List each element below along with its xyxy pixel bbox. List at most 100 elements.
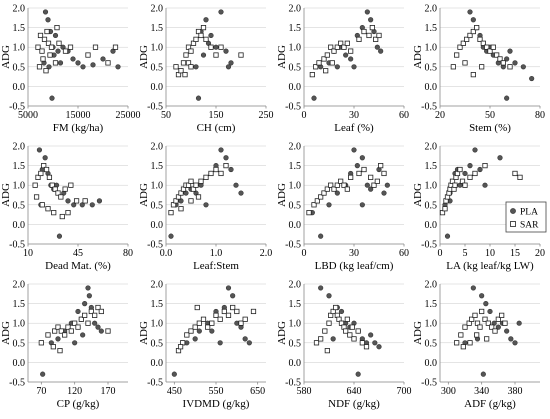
pla-point <box>507 48 513 54</box>
y-tick-label: 1.5 <box>13 161 26 172</box>
x-tick-label: 5 <box>463 248 468 259</box>
sar-point <box>37 32 44 39</box>
sar-point <box>35 44 41 50</box>
sar-point <box>450 64 456 70</box>
sar-point <box>73 198 80 204</box>
pla-point <box>100 56 106 62</box>
x-tick-label: 60 <box>399 248 409 259</box>
sar-point <box>512 170 518 177</box>
pla-point <box>82 301 88 307</box>
pla-point <box>326 293 332 299</box>
y-tick-label: 1.5 <box>425 161 438 172</box>
sar-point <box>238 52 244 58</box>
sar-point <box>47 52 53 58</box>
pla-point <box>42 155 48 161</box>
sar-point <box>356 170 362 177</box>
sar-point <box>467 32 473 39</box>
pla-point <box>80 332 86 338</box>
pla-point <box>233 182 239 188</box>
sar-point <box>477 36 483 42</box>
y-tick-label: 0.5 <box>425 338 438 349</box>
y-tick-label: 0.5 <box>289 338 302 349</box>
sar-point <box>54 24 60 31</box>
sar-point <box>454 340 460 346</box>
sar-point <box>43 68 49 74</box>
pla-point <box>364 9 370 15</box>
sar-point <box>316 60 322 66</box>
sar-point <box>200 24 207 31</box>
x-axis-title: CH (cm) <box>197 122 236 134</box>
sar-point <box>331 48 337 54</box>
pla-point <box>330 336 336 342</box>
sar-point <box>58 194 64 200</box>
panel-4: -0.5 0.0 0.5 1.0 1.5 2.0 20 50 80 Stem (%) ADG <box>412 4 545 135</box>
sar-point <box>344 40 350 46</box>
y-tick-label: 0.5 <box>151 200 164 211</box>
sar-point <box>326 320 332 326</box>
y-tick-label: 0.5 <box>289 62 302 73</box>
sar-point <box>442 206 448 212</box>
pla-point <box>223 48 229 54</box>
sar-point <box>209 320 215 326</box>
sar-point <box>188 178 194 184</box>
pla-point <box>512 340 518 346</box>
x-tick-label: 10 <box>23 248 33 259</box>
legend-pla-marker <box>510 208 516 214</box>
sar-point <box>208 44 214 50</box>
y-tick-label: 0.0 <box>289 82 302 93</box>
sar-point <box>65 324 71 330</box>
y-tick-label: 0.5 <box>151 338 164 349</box>
sar-point <box>343 328 349 334</box>
sar-point <box>67 44 74 50</box>
pla-point <box>497 155 503 161</box>
sar-point <box>40 56 46 62</box>
x-tick-label: 60 <box>399 110 409 121</box>
pla-point <box>46 64 52 70</box>
pla-point <box>348 56 354 62</box>
pla-point <box>504 56 510 62</box>
sar-point <box>194 304 200 311</box>
x-tick-label: 80 <box>123 248 133 259</box>
y-tick-label: 1.0 <box>13 43 26 54</box>
pla-point <box>228 166 234 173</box>
x-axis-title: ADF (g/kg) <box>464 398 516 410</box>
sar-point <box>480 40 486 46</box>
pla-point <box>355 371 361 377</box>
x-tick-label: 2.0 <box>260 248 273 259</box>
y-tick-label: 0.0 <box>425 82 438 93</box>
pla-point <box>115 64 121 70</box>
sar-point <box>62 332 68 338</box>
sar-point <box>462 60 468 66</box>
sar-point <box>223 162 229 169</box>
y-tick-label: 0.0 <box>289 358 302 369</box>
pla-point <box>228 60 234 66</box>
y-tick-label: -0.5 <box>285 378 301 389</box>
pla-point <box>209 328 215 334</box>
y-tick-label: 1.0 <box>425 319 438 330</box>
pla-point <box>55 336 61 342</box>
sar-point <box>322 328 328 334</box>
sar-point <box>334 44 340 50</box>
y-tick-label: 1.0 <box>289 181 302 192</box>
x-axis-title: FM (kg/ha) <box>53 122 104 134</box>
pla-point <box>318 285 324 291</box>
sar-point <box>467 174 473 180</box>
sar-point <box>72 320 78 326</box>
panel-1: -0.5 0.0 0.5 1.0 1.5 2.0 5000 15000 25000 FM (kg/… <box>0 4 141 135</box>
x-tick-label: 650 <box>250 386 265 397</box>
sar-point <box>495 316 501 322</box>
sar-point <box>208 170 214 177</box>
y-tick-label: -0.5 <box>421 102 437 113</box>
sar-point <box>457 166 463 173</box>
sar-point <box>49 182 55 188</box>
pla-point <box>225 64 232 70</box>
sar-point <box>230 304 236 311</box>
pla-point <box>384 182 390 188</box>
sar-point <box>462 182 468 188</box>
x-tick-label: 0 <box>438 248 443 259</box>
sar-point <box>517 174 523 180</box>
sar-point <box>470 72 476 78</box>
y-tick-label: 2.0 <box>151 4 164 15</box>
pla-point <box>55 48 61 54</box>
y-tick-label: 0.5 <box>13 338 26 349</box>
